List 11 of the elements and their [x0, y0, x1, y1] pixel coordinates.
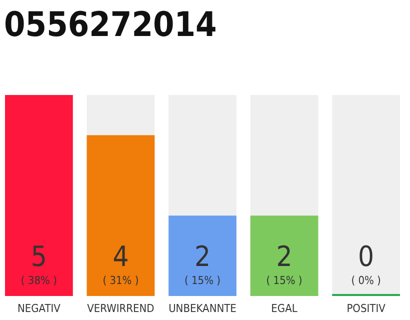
x-tick-label: NEGATIV: [17, 302, 61, 315]
x-tick-label: VERWIRREND: [87, 302, 155, 315]
x-tick-label: UNBEKANNTE: [168, 302, 236, 315]
data-label: 4 ( 31% ): [102, 240, 139, 287]
x-tick-label: POSITIV: [346, 302, 386, 315]
data-label: 5 ( 38% ): [20, 240, 58, 287]
data-label: 2 ( 15% ): [266, 240, 302, 287]
x-tick-label: EGAL: [271, 302, 298, 315]
data-label: 0 ( 0% ): [351, 240, 382, 287]
data-label: 2 ( 15% ): [184, 240, 221, 287]
chart-title: 0556272014: [4, 5, 217, 45]
